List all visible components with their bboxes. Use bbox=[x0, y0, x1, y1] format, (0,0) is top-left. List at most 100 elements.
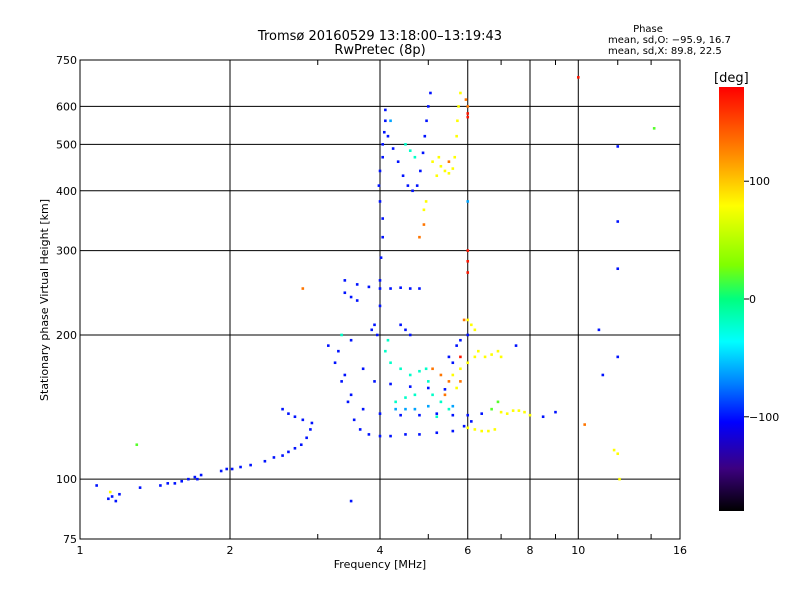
data-point bbox=[421, 151, 425, 155]
data-point bbox=[199, 473, 203, 477]
data-point bbox=[426, 105, 430, 108]
data-point bbox=[459, 367, 462, 371]
data-point bbox=[404, 433, 407, 436]
data-point bbox=[459, 355, 462, 359]
data-point bbox=[394, 407, 397, 411]
data-point bbox=[418, 235, 421, 239]
data-point bbox=[439, 400, 443, 404]
data-point bbox=[457, 105, 460, 108]
data-point bbox=[426, 380, 430, 383]
data-point bbox=[381, 143, 384, 146]
colorbar: [deg] 100 0 −100 bbox=[714, 71, 779, 511]
data-point bbox=[343, 279, 347, 282]
data-point bbox=[451, 373, 455, 377]
data-point bbox=[309, 428, 312, 431]
phase-x-stats: mean, sd,X: 89.8, 22.5 bbox=[608, 46, 722, 57]
data-point bbox=[601, 373, 605, 377]
data-point bbox=[451, 361, 455, 365]
data-point bbox=[451, 167, 455, 170]
data-point bbox=[389, 119, 392, 123]
data-point bbox=[399, 323, 402, 327]
data-point bbox=[381, 217, 384, 220]
data-point bbox=[394, 400, 397, 404]
data-point bbox=[187, 477, 190, 481]
data-point bbox=[95, 484, 98, 487]
data-point bbox=[401, 174, 405, 178]
phase-o-stats: mean, sd,O: −95.9, 16.7 bbox=[608, 35, 731, 46]
data-point bbox=[114, 499, 118, 503]
data-point bbox=[466, 413, 470, 417]
y-tick-label: 200 bbox=[56, 329, 77, 342]
data-point bbox=[343, 291, 347, 295]
data-point bbox=[462, 318, 466, 322]
data-point bbox=[340, 380, 343, 383]
data-point bbox=[389, 287, 392, 290]
data-point bbox=[435, 174, 439, 178]
data-point bbox=[138, 486, 142, 489]
data-point bbox=[652, 127, 656, 130]
data-point bbox=[419, 169, 422, 173]
data-point bbox=[287, 412, 290, 415]
y-axis-label: Stationary phase Virtual Height [km] bbox=[38, 199, 51, 401]
y-tick-label: 300 bbox=[56, 245, 77, 258]
data-point bbox=[477, 349, 480, 353]
data-point bbox=[439, 373, 443, 377]
data-point bbox=[616, 452, 620, 456]
data-point bbox=[193, 475, 197, 479]
data-point bbox=[327, 344, 330, 347]
data-point bbox=[404, 143, 407, 146]
data-point bbox=[375, 333, 379, 337]
data-point bbox=[439, 164, 443, 168]
data-point bbox=[459, 338, 462, 342]
data-point bbox=[413, 407, 417, 411]
data-point bbox=[361, 367, 365, 371]
data-point bbox=[301, 287, 305, 290]
data-point bbox=[462, 424, 466, 428]
data-point bbox=[378, 200, 382, 203]
chart-subtitle: RwPretec (8p) bbox=[334, 43, 425, 58]
data-point bbox=[301, 418, 305, 422]
data-point bbox=[451, 404, 455, 408]
data-point bbox=[554, 410, 557, 414]
data-point bbox=[499, 410, 503, 414]
plot-area: 1 2 4 6 8 10 16 75 100 200 300 400 500 600 750 bbox=[56, 54, 687, 557]
data-point bbox=[490, 407, 493, 411]
data-point bbox=[456, 119, 459, 123]
data-point bbox=[447, 355, 451, 359]
data-point bbox=[480, 429, 484, 433]
data-point bbox=[293, 415, 297, 419]
data-point bbox=[230, 467, 234, 471]
data-point bbox=[310, 421, 314, 425]
data-point bbox=[378, 169, 382, 173]
data-point bbox=[272, 456, 276, 459]
x-tick-label: 4 bbox=[377, 544, 384, 557]
y-tick-label: 100 bbox=[56, 473, 77, 486]
data-point bbox=[437, 155, 441, 159]
data-point bbox=[451, 413, 455, 417]
data-point bbox=[107, 497, 110, 501]
data-point bbox=[473, 428, 477, 431]
data-point bbox=[408, 287, 412, 290]
data-point bbox=[219, 469, 223, 473]
x-tick-label: 2 bbox=[227, 544, 234, 557]
data-point bbox=[455, 344, 458, 347]
data-point bbox=[408, 149, 412, 152]
data-point bbox=[340, 333, 343, 337]
data-point bbox=[466, 361, 470, 365]
data-point bbox=[455, 386, 458, 390]
data-point bbox=[425, 119, 428, 123]
data-point bbox=[378, 279, 382, 282]
data-point bbox=[305, 436, 308, 440]
data-point bbox=[426, 386, 430, 390]
data-point bbox=[435, 412, 439, 415]
data-point bbox=[453, 155, 457, 159]
data-point bbox=[455, 134, 458, 138]
data-point bbox=[263, 459, 267, 463]
data-point bbox=[293, 446, 297, 450]
data-point bbox=[404, 328, 407, 332]
data-point bbox=[505, 412, 509, 415]
data-point bbox=[377, 184, 381, 187]
x-axis-label: Frequency [MHz] bbox=[334, 558, 426, 571]
data-point bbox=[431, 393, 434, 397]
data-point bbox=[384, 349, 387, 353]
